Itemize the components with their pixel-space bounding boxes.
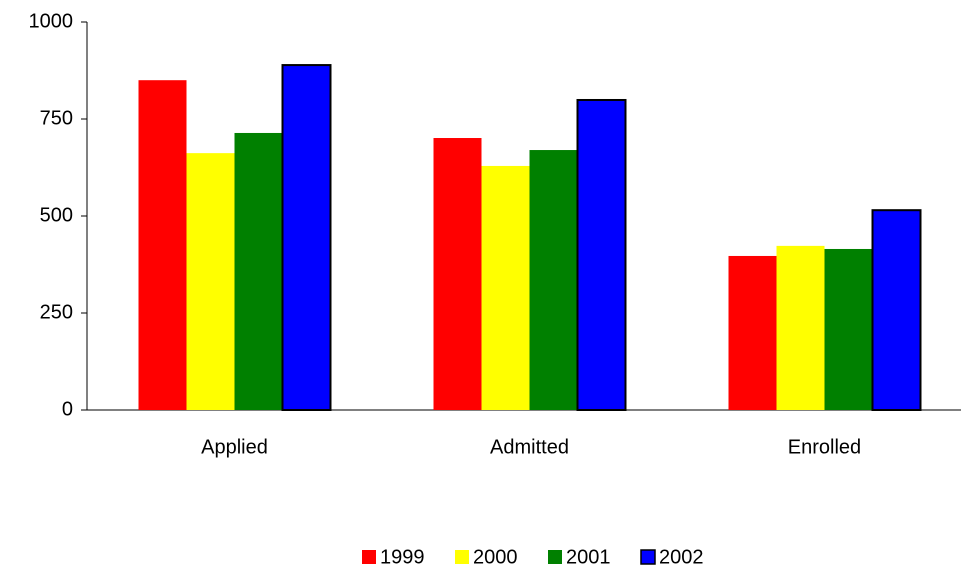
bar [234, 132, 283, 410]
legend-swatch [455, 550, 469, 564]
legend-label: 2002 [659, 546, 704, 568]
legend-swatch [548, 550, 562, 564]
bar [529, 150, 578, 411]
legend-label: 2001 [566, 546, 611, 568]
bar [138, 80, 187, 410]
y-tick-label: 750 [40, 107, 73, 129]
bar [433, 138, 482, 410]
y-tick-label: 250 [40, 301, 73, 323]
bar [871, 209, 922, 411]
bar [776, 245, 825, 410]
legend-label: 1999 [380, 546, 425, 568]
legend-swatch [362, 550, 376, 564]
x-tick-label: Admitted [490, 436, 569, 458]
legend-label: 2000 [473, 546, 518, 568]
bar [824, 248, 873, 410]
x-tick-label: Enrolled [788, 436, 861, 458]
y-tick-label: 0 [62, 398, 73, 420]
legend-swatch [640, 549, 656, 565]
bar [281, 64, 332, 412]
bar [728, 255, 777, 410]
bar [481, 165, 530, 410]
bar [576, 98, 627, 411]
y-tick-label: 1000 [29, 10, 74, 32]
y-tick-label: 500 [40, 204, 73, 226]
x-tick-label: Applied [201, 436, 268, 458]
bar [186, 153, 235, 411]
